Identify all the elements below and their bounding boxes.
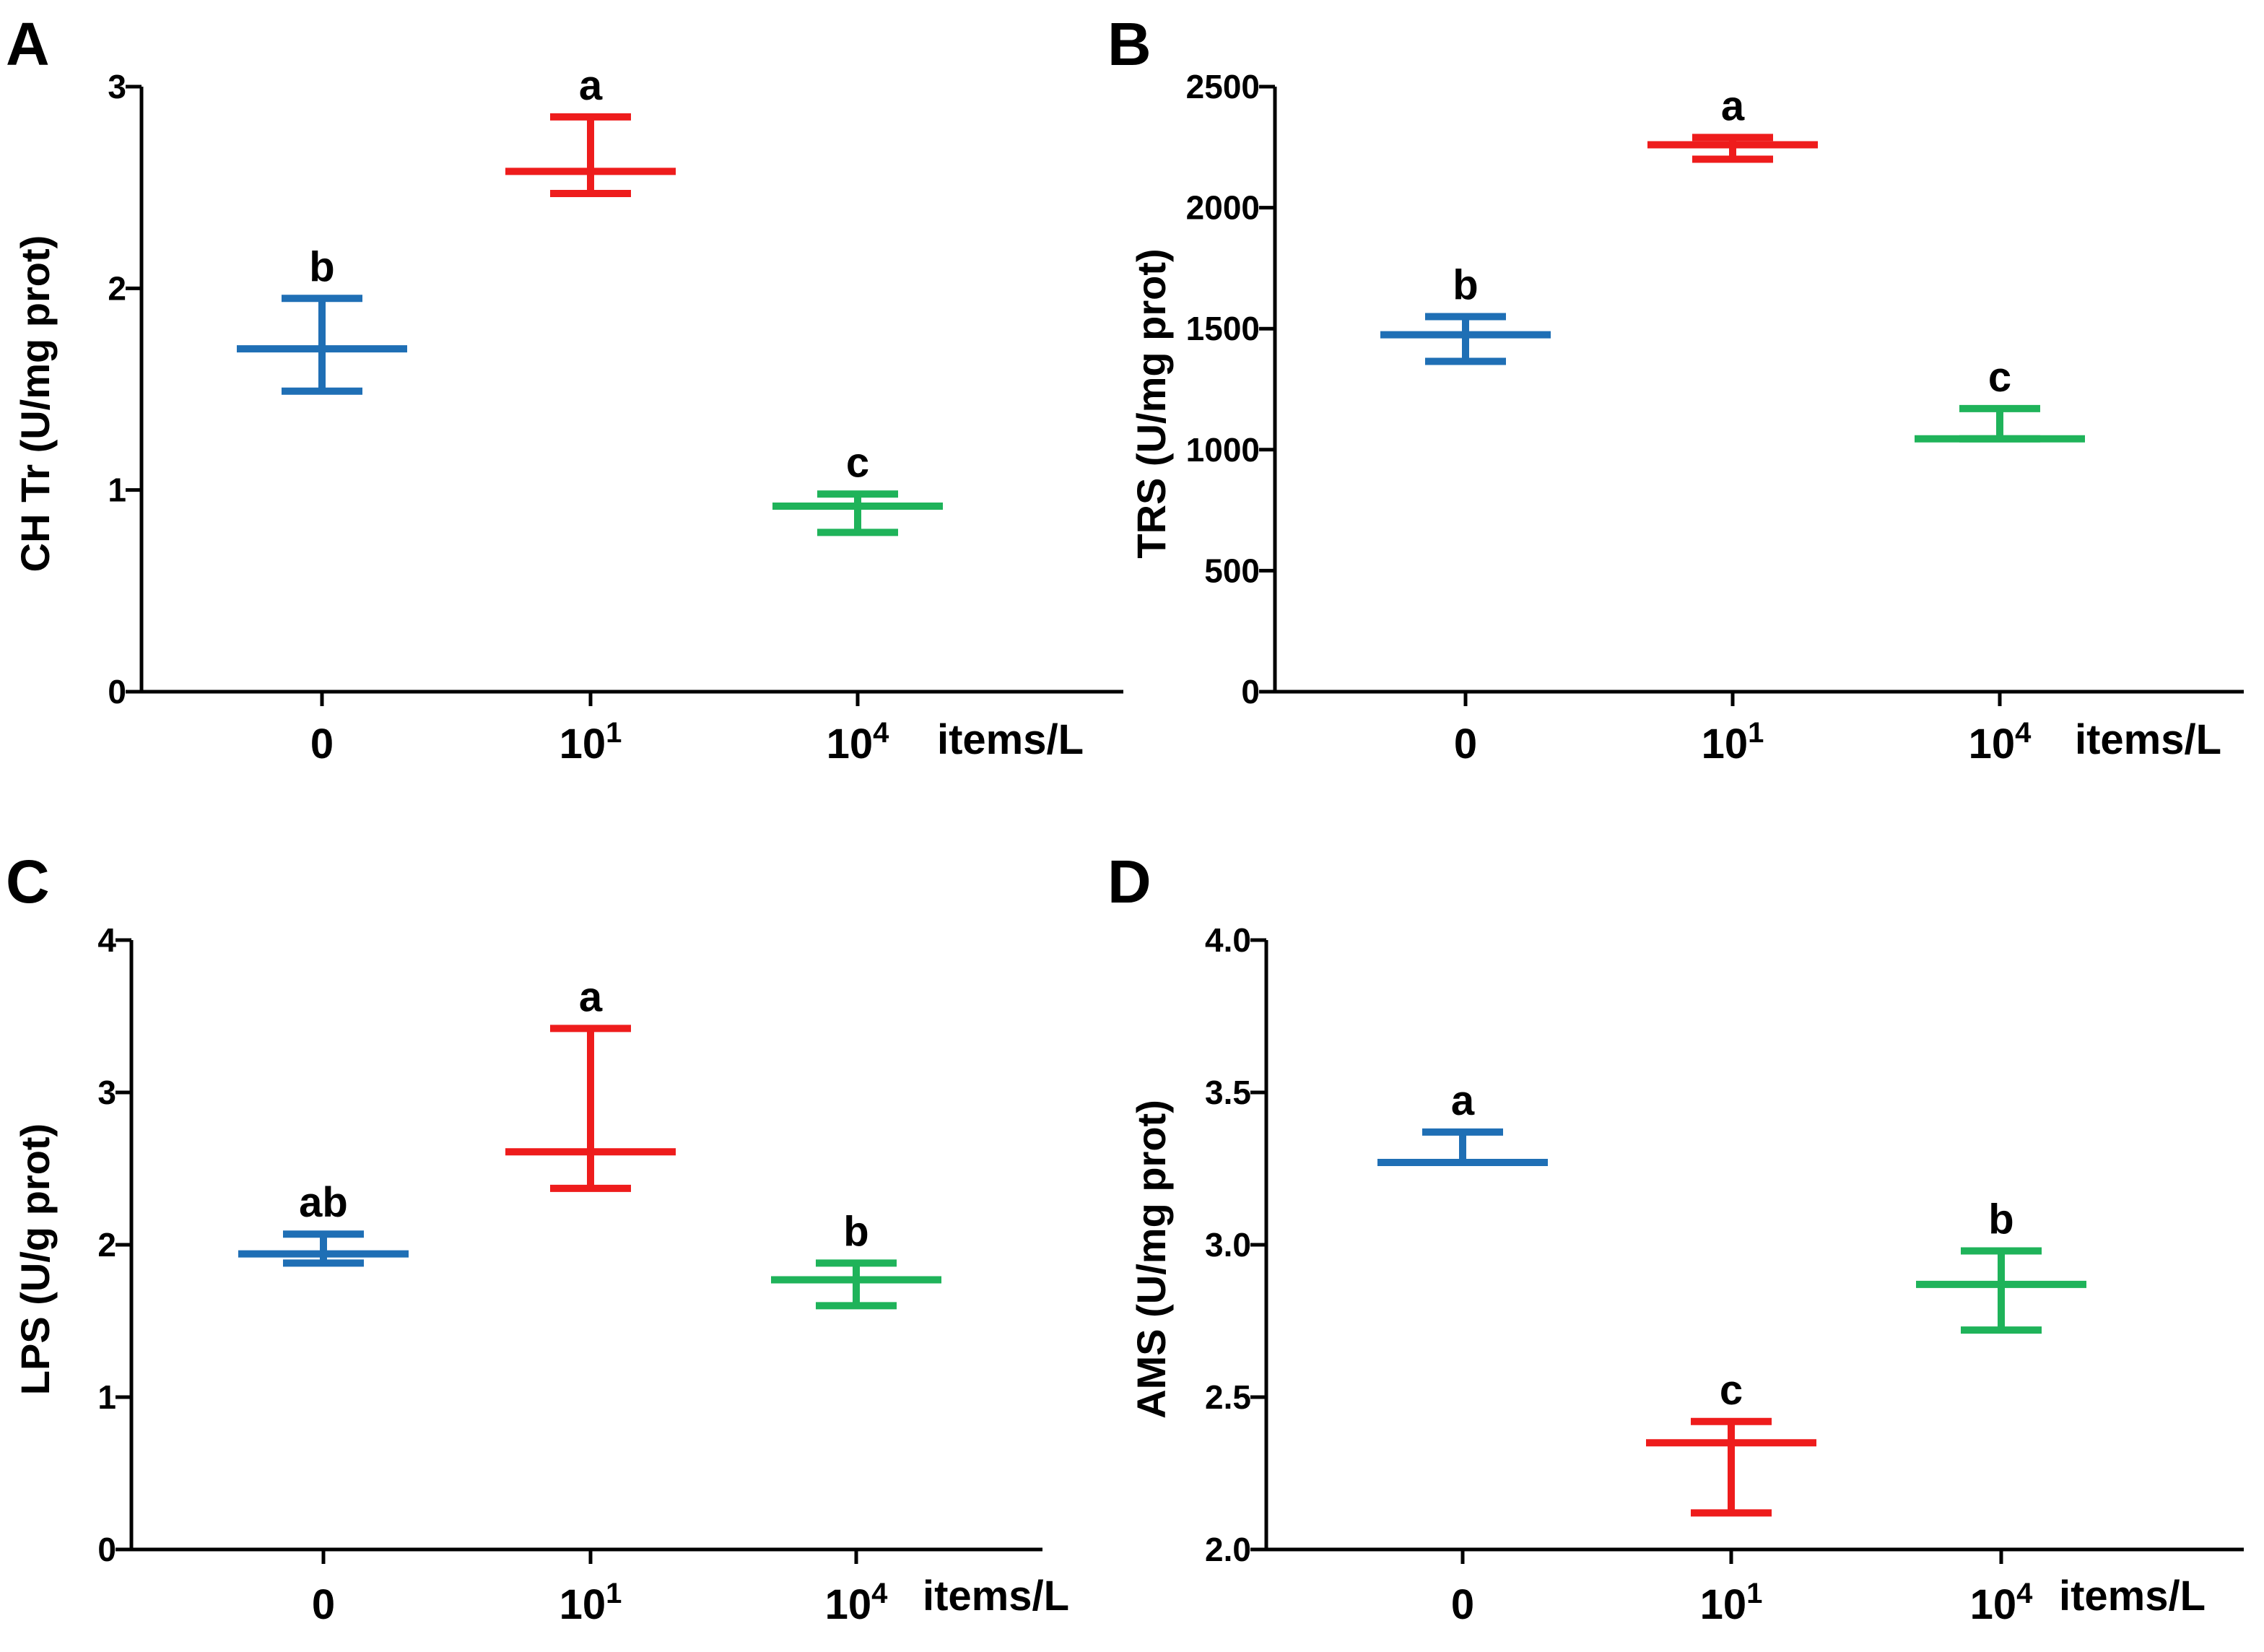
y-tick-label: 0	[97, 1531, 116, 1568]
significance-letter: a	[579, 973, 603, 1020]
x-tick-label: 101	[560, 717, 622, 768]
y-tick-label: 2.0	[1205, 1531, 1251, 1568]
y-tick-label: 1	[108, 471, 126, 509]
x-tick-superscript: 1	[1746, 1578, 1762, 1609]
significance-letter: b	[309, 243, 334, 290]
y-tick-label: 2.5	[1205, 1378, 1251, 1416]
y-tick-label: 2500	[1186, 68, 1260, 105]
y-tick-label: 3	[97, 1074, 116, 1111]
significance-letter: c	[1988, 354, 2011, 401]
panel-label: C	[6, 848, 50, 916]
x-tick-label: 101	[1700, 1578, 1763, 1628]
panel-label: A	[6, 10, 50, 78]
x-unit-label: items/L	[937, 716, 1084, 763]
x-tick-superscript: 1	[606, 1578, 622, 1609]
panel-d: D 2.0 2.5 3.0 3.5 4.0 AMS (U/mg prot) 0 101 104 it…	[1107, 848, 2244, 1628]
x-unit-label: items/L	[2059, 1573, 2206, 1620]
x-tick-superscript: 4	[2016, 1578, 2033, 1609]
x-tick-label: 101	[1702, 717, 1764, 768]
x-tick-label: 104	[827, 717, 890, 768]
x-tick-label: 0	[310, 721, 334, 768]
y-tick-label: 1500	[1186, 310, 1260, 347]
y-tick-label: 500	[1204, 552, 1260, 589]
x-tick-superscript: 4	[873, 717, 889, 749]
significance-letter: b	[1988, 1196, 2013, 1243]
y-tick-label: 3.5	[1205, 1074, 1251, 1111]
x-tick-superscript: 1	[1748, 717, 1764, 749]
x-tick-label: 0	[1451, 1581, 1474, 1628]
significance-letter: b	[843, 1208, 868, 1255]
x-tick-label: 0	[1454, 721, 1477, 768]
panel-label: D	[1107, 848, 1151, 916]
y-tick-label: 2000	[1186, 189, 1260, 227]
y-tick-label: 2	[97, 1226, 116, 1264]
y-tick-label: 3	[108, 68, 126, 105]
y-tick-label: 1000	[1186, 431, 1260, 469]
significance-letter: ab	[299, 1179, 348, 1226]
significance-letter: a	[579, 62, 603, 109]
y-axis-title: CH Tr (U/mg prot)	[12, 235, 58, 573]
significance-letter: b	[1453, 261, 1478, 308]
y-tick-label: 3.0	[1205, 1226, 1251, 1264]
significance-letter: c	[846, 439, 869, 486]
significance-letter: a	[1721, 82, 1745, 129]
y-axis-title: TRS (U/mg prot)	[1128, 248, 1174, 558]
panel-label: B	[1107, 10, 1151, 78]
x-unit-label: items/L	[2075, 716, 2221, 763]
y-axis-title: AMS (U/mg prot)	[1128, 1100, 1174, 1419]
y-axis-title: LPS (U/g prot)	[12, 1123, 58, 1395]
x-tick-label: 104	[1970, 1578, 2034, 1628]
y-tick-label: 4	[97, 921, 116, 959]
x-unit-label: items/L	[923, 1573, 1069, 1620]
x-tick-label: 104	[825, 1578, 889, 1628]
x-tick-label: 104	[1969, 717, 2032, 768]
significance-letter: a	[1451, 1077, 1475, 1124]
x-tick-superscript: 1	[606, 717, 622, 749]
y-tick-label: 4.0	[1205, 921, 1251, 959]
x-tick-label: 0	[312, 1581, 335, 1628]
panel-a: A 0 1 2 3 CH Tr (U/mg prot) 0 101 104 items/L b a c	[6, 10, 1123, 768]
x-tick-superscript: 4	[871, 1578, 888, 1609]
x-tick-label: 101	[560, 1578, 622, 1628]
y-tick-label: 0	[108, 673, 126, 710]
y-tick-label: 1	[97, 1378, 116, 1416]
y-tick-label: 2	[108, 269, 126, 307]
significance-letter: c	[1720, 1367, 1743, 1414]
y-tick-label: 0	[1241, 673, 1260, 710]
panel-b: B 0 500 1000 1500 2000 2500 TRS (U/mg prot) 0 101…	[1107, 10, 2244, 768]
x-tick-superscript: 4	[2015, 717, 2032, 749]
